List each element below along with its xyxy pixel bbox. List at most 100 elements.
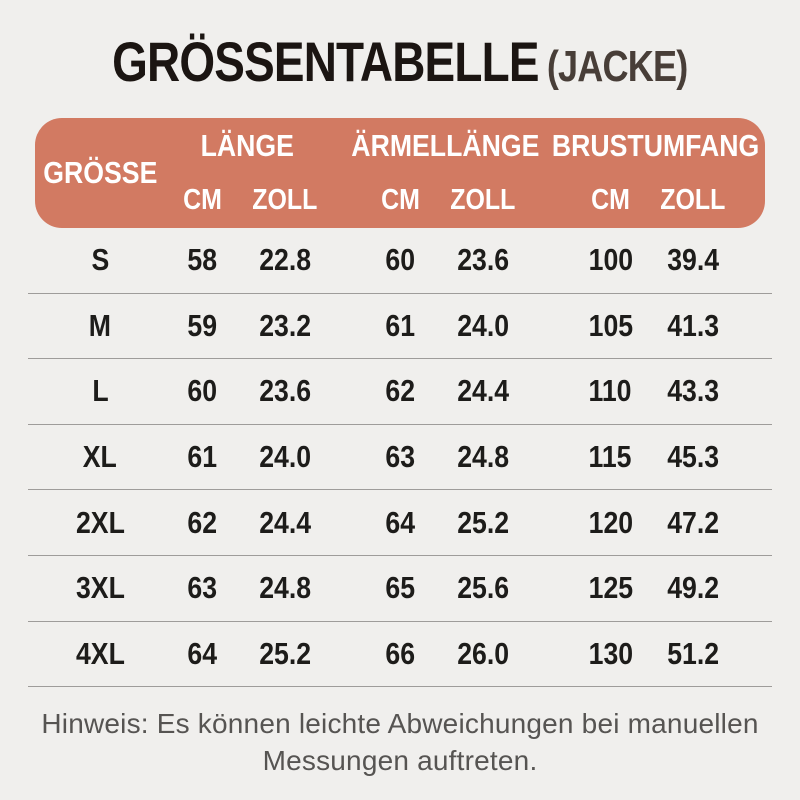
value-cell-text: 66 [385, 635, 416, 671]
value-cell-text: 25.2 [457, 504, 509, 540]
value-cell-laenge-zoll: 24.0 [240, 439, 330, 475]
unit-header-aermellaenge-zoll: ZOLL [438, 173, 528, 228]
value-cell-brustumfang-zoll: 43.3 [648, 373, 738, 409]
value-cell-laenge-cm: 64 [165, 636, 240, 672]
value-cell-aermellaenge-zoll: 24.0 [438, 308, 528, 344]
column-group-laenge: LÄNGE [165, 118, 330, 173]
size-cell: S [35, 242, 165, 278]
value-cell-text: 22.8 [259, 242, 311, 278]
value-cell-laenge-zoll: 24.8 [240, 570, 330, 606]
size-cell: 3XL [35, 570, 165, 606]
size-table: GRÖSSE LÄNGE ÄRMELLÄNGE BRUSTUMFANG CM Z… [28, 118, 772, 688]
value-cell-laenge-zoll: 23.2 [240, 308, 330, 344]
column-group-aermellaenge-label: ÄRMELLÄNGE [351, 127, 540, 163]
value-cell-laenge-zoll: 22.8 [240, 242, 330, 278]
size-cell-text: XL [82, 439, 118, 475]
table-row: M 59 23.2 61 24.0 105 41.3 [28, 294, 772, 360]
value-cell-text: 64 [385, 504, 416, 540]
value-cell-text: 63 [187, 570, 218, 606]
value-cell-aermellaenge-zoll: 25.6 [438, 570, 528, 606]
value-cell-text: 43.3 [667, 373, 719, 409]
value-cell-text: 26.0 [457, 635, 509, 671]
table-row: S 58 22.8 60 23.6 100 39.4 [28, 228, 772, 294]
value-cell-text: 100 [588, 242, 633, 278]
value-cell-aermellaenge-zoll: 24.8 [438, 439, 528, 475]
value-cell-brustumfang-cm: 120 [573, 505, 648, 541]
value-cell-laenge-zoll: 23.6 [240, 373, 330, 409]
value-cell-text: 23.2 [259, 307, 311, 343]
table-row: 2XL 62 24.4 64 25.2 120 47.2 [28, 490, 772, 556]
value-cell-aermellaenge-cm: 60 [363, 242, 438, 278]
value-cell-laenge-cm: 62 [165, 505, 240, 541]
value-cell-text: 23.6 [259, 373, 311, 409]
size-cell-text: 2XL [75, 504, 125, 540]
size-cell: 2XL [35, 505, 165, 541]
title-main: GRÖSSENTABELLE [112, 30, 539, 93]
value-cell-aermellaenge-zoll: 26.0 [438, 636, 528, 672]
value-cell-brustumfang-cm: 105 [573, 308, 648, 344]
value-cell-text: 62 [385, 373, 416, 409]
table-row: L 60 23.6 62 24.4 110 43.3 [28, 359, 772, 425]
size-cell-text: 4XL [75, 635, 125, 671]
page-title: GRÖSSENTABELLE (JACKE) [0, 0, 800, 94]
value-cell-brustumfang-zoll: 49.2 [648, 570, 738, 606]
value-cell-text: 24.0 [259, 439, 311, 475]
value-cell-text: 60 [385, 242, 416, 278]
value-cell-text: 58 [187, 242, 218, 278]
unit-header-aermellaenge-cm: CM [363, 173, 438, 228]
unit-header-brustumfang-cm: CM [573, 173, 648, 228]
unit-label: ZOLL [252, 184, 318, 216]
value-cell-text: 24.0 [457, 307, 509, 343]
value-cell-laenge-cm: 59 [165, 308, 240, 344]
value-cell-laenge-cm: 61 [165, 439, 240, 475]
size-cell: XL [35, 439, 165, 475]
value-cell-text: 24.8 [259, 570, 311, 606]
value-cell-text: 23.6 [457, 242, 509, 278]
value-cell-aermellaenge-zoll: 23.6 [438, 242, 528, 278]
table-body: S 58 22.8 60 23.6 100 39.4 M 59 23.2 61 … [28, 228, 772, 688]
column-header-size: GRÖSSE [35, 118, 165, 228]
note-text: Hinweis: Es können leichte Abweichungen … [0, 705, 800, 779]
value-cell-brustumfang-zoll: 39.4 [648, 242, 738, 278]
column-group-brustumfang-label: BRUSTUMFANG [551, 127, 760, 163]
size-cell-text: L [91, 373, 109, 409]
value-cell-laenge-cm: 58 [165, 242, 240, 278]
value-cell-text: 63 [385, 439, 416, 475]
size-cell-text: S [91, 242, 109, 278]
value-cell-laenge-zoll: 25.2 [240, 636, 330, 672]
value-cell-text: 24.8 [457, 439, 509, 475]
unit-label: ZOLL [660, 184, 726, 216]
table-row: 4XL 64 25.2 66 26.0 130 51.2 [28, 622, 772, 688]
value-cell-aermellaenge-cm: 63 [363, 439, 438, 475]
value-cell-text: 25.2 [259, 635, 311, 671]
value-cell-aermellaenge-cm: 62 [363, 373, 438, 409]
value-cell-aermellaenge-cm: 66 [363, 636, 438, 672]
column-group-aermellaenge: ÄRMELLÄNGE [351, 118, 539, 173]
value-cell-brustumfang-cm: 110 [573, 373, 648, 409]
column-header-size-label: GRÖSSE [42, 155, 158, 190]
value-cell-aermellaenge-zoll: 25.2 [438, 505, 528, 541]
value-cell-text: 47.2 [667, 504, 719, 540]
value-cell-text: 60 [187, 373, 218, 409]
value-cell-text: 61 [385, 307, 416, 343]
value-cell-text: 39.4 [667, 242, 719, 278]
value-cell-text: 65 [385, 570, 416, 606]
unit-header-laenge-cm: CM [165, 173, 240, 228]
value-cell-text: 120 [588, 504, 633, 540]
value-cell-laenge-cm: 63 [165, 570, 240, 606]
value-cell-text: 62 [187, 504, 218, 540]
value-cell-text: 125 [588, 570, 633, 606]
unit-header-brustumfang-zoll: ZOLL [648, 173, 738, 228]
value-cell-text: 24.4 [457, 373, 509, 409]
value-cell-text: 41.3 [667, 307, 719, 343]
value-cell-laenge-cm: 60 [165, 373, 240, 409]
value-cell-text: 61 [187, 439, 218, 475]
size-cell: L [35, 373, 165, 409]
column-group-brustumfang: BRUSTUMFANG [552, 118, 759, 173]
value-cell-aermellaenge-cm: 64 [363, 505, 438, 541]
unit-header-laenge-zoll: ZOLL [240, 173, 330, 228]
value-cell-text: 105 [588, 307, 633, 343]
size-cell-text: M [88, 307, 112, 343]
value-cell-brustumfang-cm: 100 [573, 242, 648, 278]
